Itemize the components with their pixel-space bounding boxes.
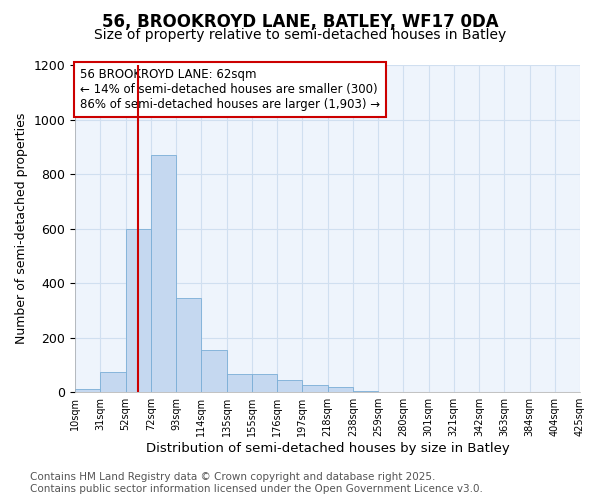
Bar: [151, 155, 176, 392]
Bar: [125, 228, 151, 392]
Bar: [353, 391, 378, 392]
Text: 56 BROOKROYD LANE: 62sqm
← 14% of semi-detached houses are smaller (300)
86% of : 56 BROOKROYD LANE: 62sqm ← 14% of semi-d…: [80, 68, 380, 112]
Bar: [302, 386, 328, 392]
Bar: [75, 390, 100, 392]
Bar: [277, 380, 302, 392]
Y-axis label: Number of semi-detached properties: Number of semi-detached properties: [15, 113, 28, 344]
Bar: [328, 387, 353, 392]
Bar: [100, 372, 125, 392]
Bar: [202, 350, 227, 392]
Text: Size of property relative to semi-detached houses in Batley: Size of property relative to semi-detach…: [94, 28, 506, 42]
Bar: [227, 374, 252, 392]
Bar: [176, 298, 202, 392]
Text: Contains HM Land Registry data © Crown copyright and database right 2025.
Contai: Contains HM Land Registry data © Crown c…: [30, 472, 483, 494]
Text: 56, BROOKROYD LANE, BATLEY, WF17 0DA: 56, BROOKROYD LANE, BATLEY, WF17 0DA: [101, 12, 499, 30]
Bar: [252, 374, 277, 392]
X-axis label: Distribution of semi-detached houses by size in Batley: Distribution of semi-detached houses by …: [146, 442, 509, 455]
